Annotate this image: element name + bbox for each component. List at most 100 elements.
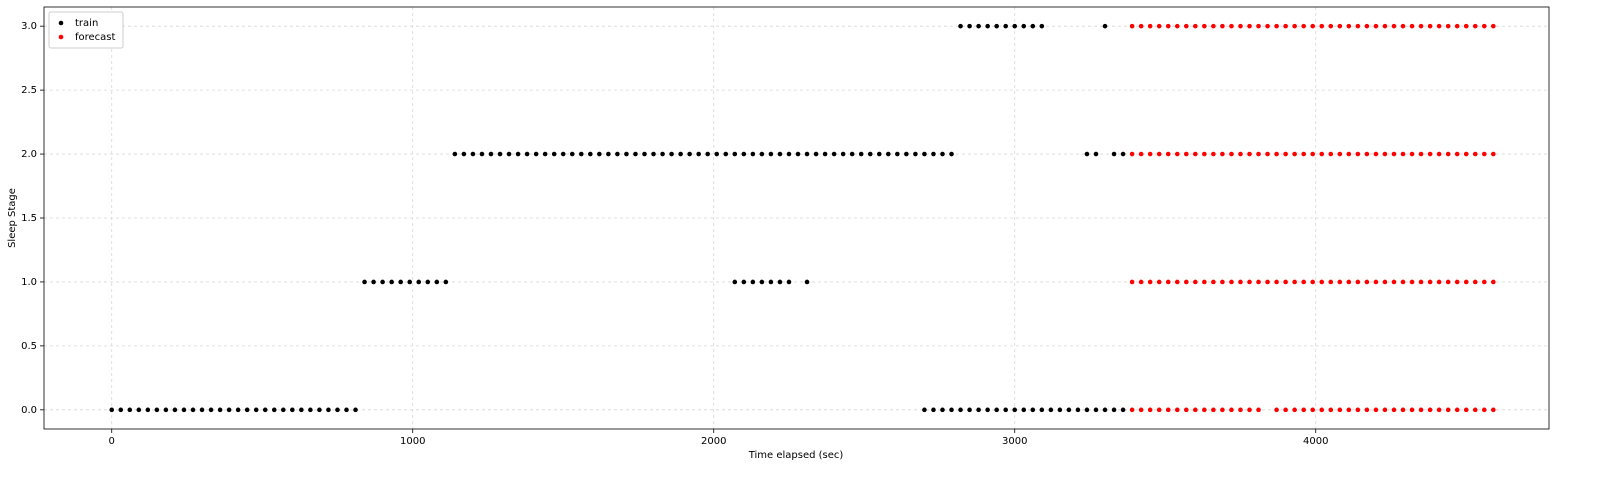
point: [154, 407, 160, 413]
point: [1274, 407, 1279, 413]
point: [633, 151, 638, 157]
point: [1021, 23, 1027, 29]
point: [1346, 151, 1352, 157]
point: [1481, 151, 1487, 157]
point: [1012, 23, 1018, 29]
point: [813, 151, 819, 157]
point: [588, 151, 593, 157]
point: [1319, 151, 1325, 157]
y-tick-label: 2.5: [21, 85, 37, 96]
point: [1400, 151, 1406, 157]
point: [1319, 279, 1325, 285]
point: [1337, 407, 1343, 413]
point: [994, 407, 999, 413]
point: [317, 407, 322, 413]
point: [1355, 407, 1361, 413]
point: [407, 279, 413, 285]
point: [1265, 279, 1270, 285]
point: [1102, 23, 1108, 29]
point: [425, 279, 431, 285]
point: [967, 407, 972, 413]
point: [858, 151, 864, 157]
point: [831, 151, 837, 157]
point: [723, 151, 729, 157]
point: [1165, 151, 1171, 157]
point: [1427, 279, 1433, 285]
point: [1418, 407, 1424, 413]
point: [1400, 407, 1406, 413]
point: [741, 151, 747, 157]
x-tick-label: 4000: [1303, 436, 1328, 447]
point: [1039, 23, 1045, 29]
point: [1436, 407, 1442, 413]
point: [1472, 407, 1478, 413]
point: [1174, 151, 1180, 157]
point: [1174, 23, 1180, 29]
point: [1364, 151, 1370, 157]
point: [759, 279, 765, 285]
point: [669, 151, 674, 157]
point: [1337, 151, 1343, 157]
point: [1364, 279, 1370, 285]
point: [1292, 407, 1297, 413]
point: [678, 151, 683, 157]
point: [1211, 279, 1216, 285]
legend-marker: [58, 20, 64, 26]
series: [1129, 23, 1496, 413]
point: [1463, 407, 1469, 413]
point: [1481, 23, 1487, 29]
point: [1174, 407, 1180, 413]
point: [1355, 23, 1361, 29]
point: [1337, 279, 1343, 285]
point: [145, 407, 151, 413]
point: [1319, 407, 1325, 413]
point: [913, 151, 918, 157]
point: [1427, 151, 1433, 157]
point: [1472, 151, 1478, 157]
point: [958, 407, 963, 413]
point: [1012, 407, 1018, 413]
point: [777, 279, 783, 285]
point: [1328, 407, 1334, 413]
point: [1418, 279, 1424, 285]
point: [895, 151, 900, 157]
point: [1138, 151, 1144, 157]
legend-label: train: [75, 18, 98, 29]
point: [1310, 407, 1316, 413]
point: [1454, 151, 1460, 157]
point: [199, 407, 205, 413]
point: [1346, 279, 1352, 285]
point: [497, 151, 503, 157]
point: [1382, 407, 1388, 413]
point: [1183, 23, 1189, 29]
point: [768, 151, 774, 157]
point: [1211, 23, 1216, 29]
point: [163, 407, 169, 413]
point: [940, 407, 945, 413]
point: [1048, 407, 1054, 413]
point: [1156, 279, 1162, 285]
point: [1229, 279, 1234, 285]
series: [109, 23, 1126, 413]
point: [750, 279, 756, 285]
point: [488, 151, 494, 157]
point: [1391, 151, 1397, 157]
x-tick-label: 2000: [701, 436, 726, 447]
point: [190, 407, 196, 413]
point: [949, 151, 954, 157]
point: [1183, 407, 1189, 413]
point: [1409, 279, 1415, 285]
point: [1409, 407, 1415, 413]
point: [299, 407, 304, 413]
point: [1147, 407, 1153, 413]
point: [976, 23, 981, 29]
point: [569, 151, 575, 157]
point: [280, 407, 286, 413]
point: [1491, 23, 1496, 29]
point: [1229, 151, 1234, 157]
point: [1445, 151, 1451, 157]
point: [705, 151, 711, 157]
point: [1274, 279, 1279, 285]
y-tick-label: 1.5: [21, 213, 37, 224]
